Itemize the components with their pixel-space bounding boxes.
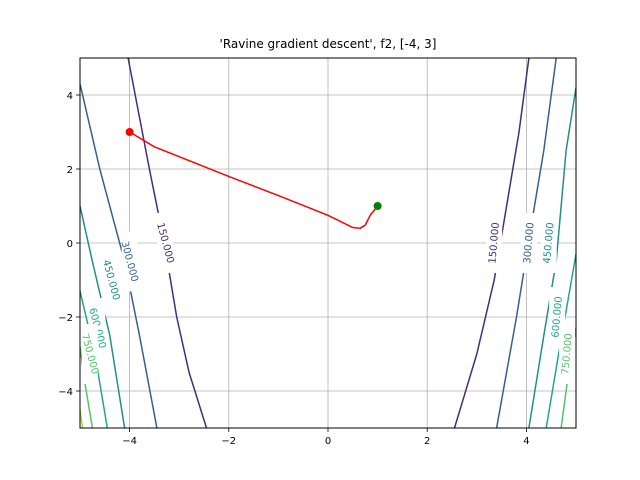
contour-label: 300.000 — [522, 222, 537, 264]
contour-label: 450.000 — [542, 222, 557, 264]
y-axis: −4 −2 0 2 4 — [58, 91, 80, 398]
contour-line — [545, 253, 576, 428]
contour-line — [127, 58, 208, 428]
contour-label-background — [540, 213, 557, 273]
y-tick-label: 2 — [67, 165, 73, 176]
x-tick-label: −2 — [221, 436, 236, 447]
contour-label-background — [81, 324, 98, 384]
y-tick-label: −2 — [58, 313, 73, 324]
descent-path — [125, 128, 382, 229]
x-axis: −4 −2 0 2 4 — [122, 428, 530, 447]
contour-label-background — [103, 250, 120, 310]
contour-label-background — [157, 213, 174, 273]
chart-title: 'Ravine gradient descent', f2, [-4, 3] — [220, 37, 437, 51]
path-point-marker — [373, 202, 382, 210]
y-tick-label: −4 — [58, 387, 73, 398]
contour-label-background — [121, 231, 138, 292]
contour-label-background — [486, 213, 503, 273]
y-tick-label: 4 — [67, 91, 73, 102]
path-point-marker — [125, 128, 134, 136]
descent-path-line — [129, 131, 379, 229]
x-tick-label: −4 — [122, 436, 137, 447]
contour-label-background — [559, 324, 576, 384]
contour-label: 750.000 — [560, 333, 575, 375]
x-tick-label: 4 — [523, 436, 529, 447]
contour-label: 150.000 — [487, 222, 502, 264]
y-tick-label: 0 — [67, 239, 73, 250]
x-tick-label: 0 — [325, 436, 331, 447]
contour-label-background — [520, 213, 537, 273]
x-tick-label: 2 — [424, 436, 430, 447]
